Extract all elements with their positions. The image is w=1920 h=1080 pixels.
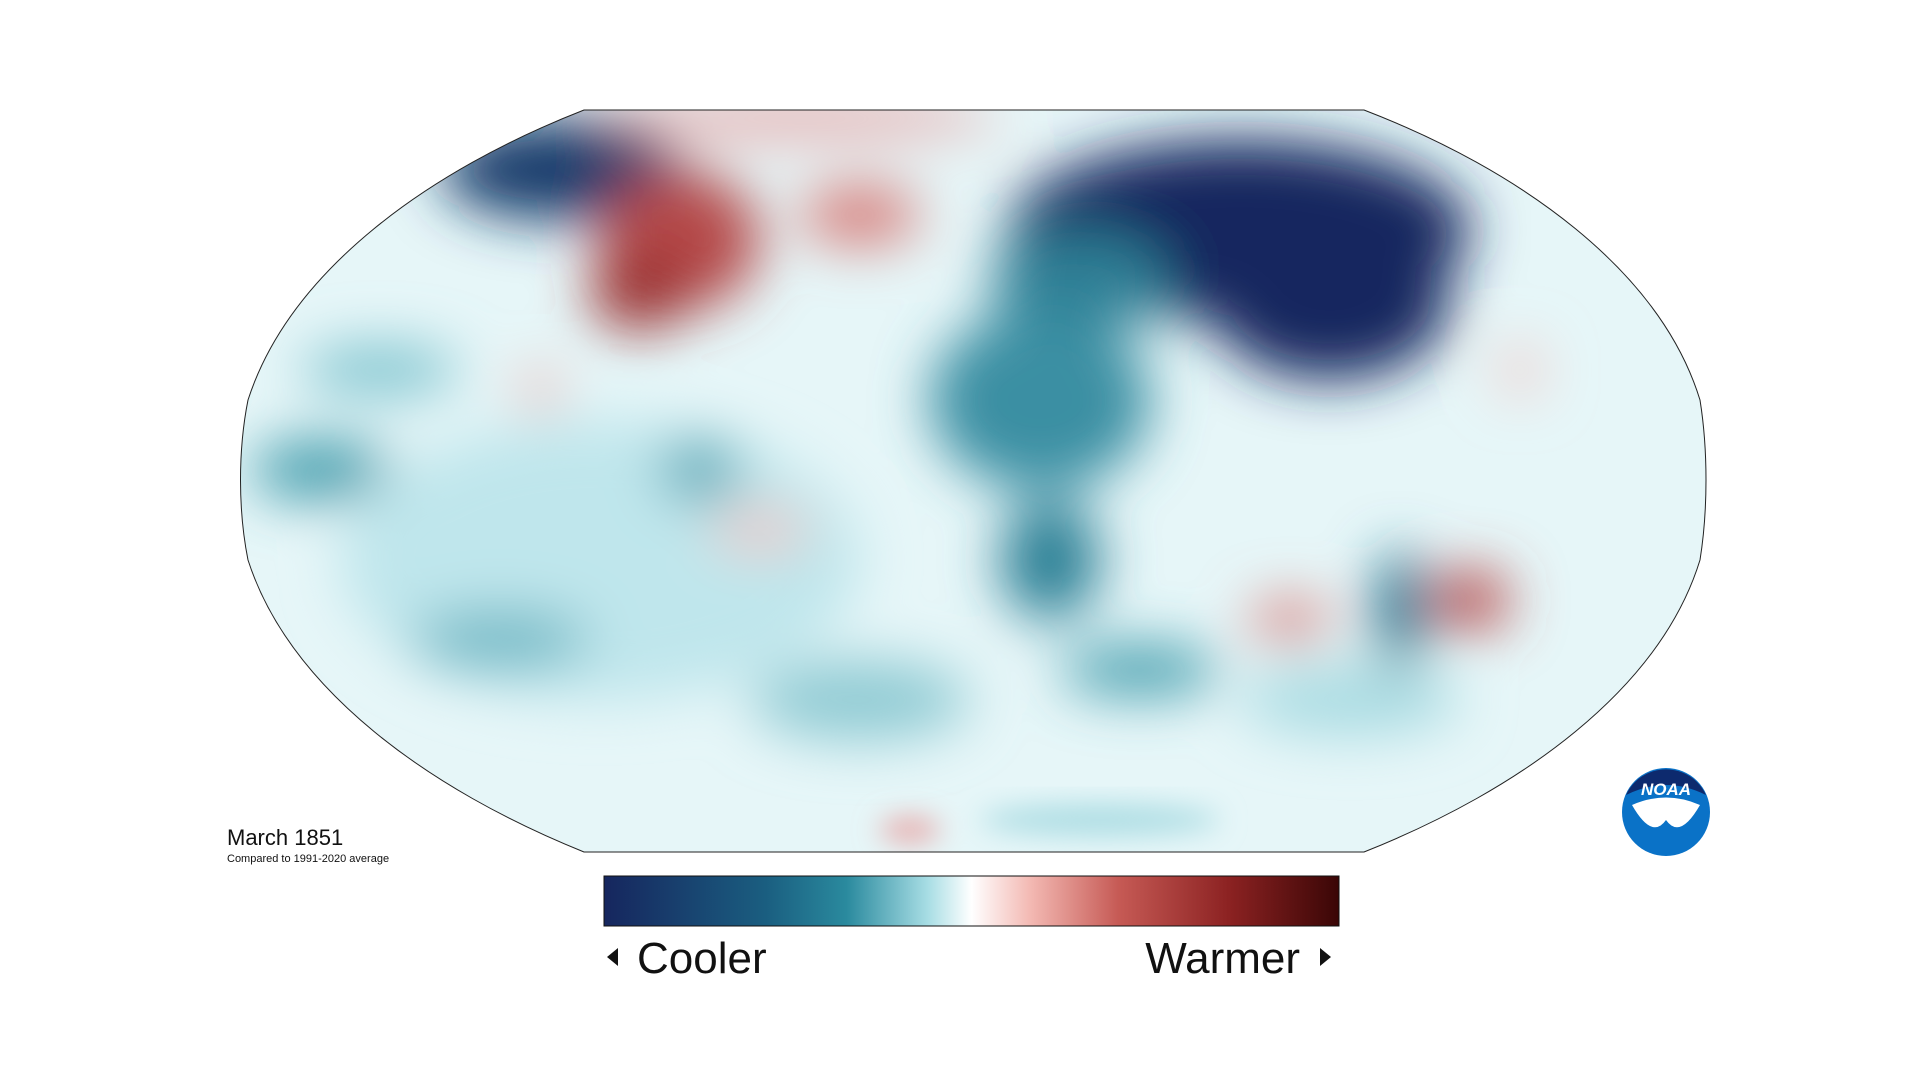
color-bar [603,875,1340,927]
arrow-left [607,948,618,966]
anomaly-field [240,110,1706,852]
map-title: March 1851 [227,825,343,850]
logo-text: NOAA [1641,780,1691,799]
map-subtitle: Compared to 1991-2020 average [227,853,389,865]
noaa-logo: NOAA [1622,768,1710,856]
logo-top [1626,769,1706,795]
arrow-right [1320,948,1331,966]
legend-high-label: Warmer [1145,934,1300,983]
antarctica-noise [880,805,1220,842]
legend-low-label: Cooler [637,934,767,983]
map-outline [240,109,1707,853]
logo-bird [1632,797,1700,828]
